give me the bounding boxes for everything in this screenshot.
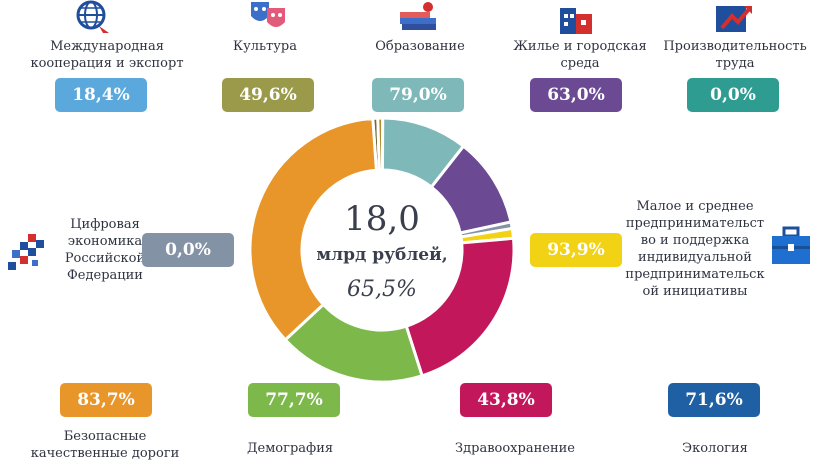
center-value: 18,0 [344,199,420,239]
theater-masks-icon [251,2,285,27]
label-roads: Безопасные качественные дороги [30,429,180,461]
badge-export: 18,4% [55,78,147,112]
badge-productivity: 0,0% [687,78,779,112]
books-apple-icon [400,2,436,30]
badge-ecology: 71,6% [668,383,760,417]
briefcase-icon [772,226,810,264]
badge-demography: 77,7% [248,383,340,417]
label-education: Образование [375,39,465,54]
badge-education: 79,0% [372,78,464,112]
badge-sme: 93,9% [530,233,622,267]
badge-roads: 83,7% [60,383,152,417]
donut-slice-8 [248,116,379,342]
globe-icon [76,0,109,33]
badge-digital: 0,0% [142,233,234,267]
label-productivity: Производительность труда [663,39,807,71]
label-sme: Малое и среднее предпринимательст во и по… [625,199,765,299]
label-housing: Жилье и городская среда [513,39,647,71]
center-percent: 65,5% [347,277,417,302]
badge-health: 43,8% [460,383,552,417]
house-icon [560,8,592,34]
label-ecology: Экология [682,441,748,456]
label-export: Международная кооперация и экспорт [30,39,184,71]
label-culture: Культура [233,39,297,54]
digital-pixels-icon [8,234,44,270]
label-health: Здравоохранение [455,441,575,456]
productivity-chart-icon [716,6,752,32]
center-unit: млрд рублей, [316,245,448,265]
label-digital: Цифровая экономика Российской Федерации [64,217,146,283]
label-demography: Демография [246,441,334,456]
badge-culture: 49,6% [222,78,314,112]
badge-housing: 63,0% [530,78,622,112]
